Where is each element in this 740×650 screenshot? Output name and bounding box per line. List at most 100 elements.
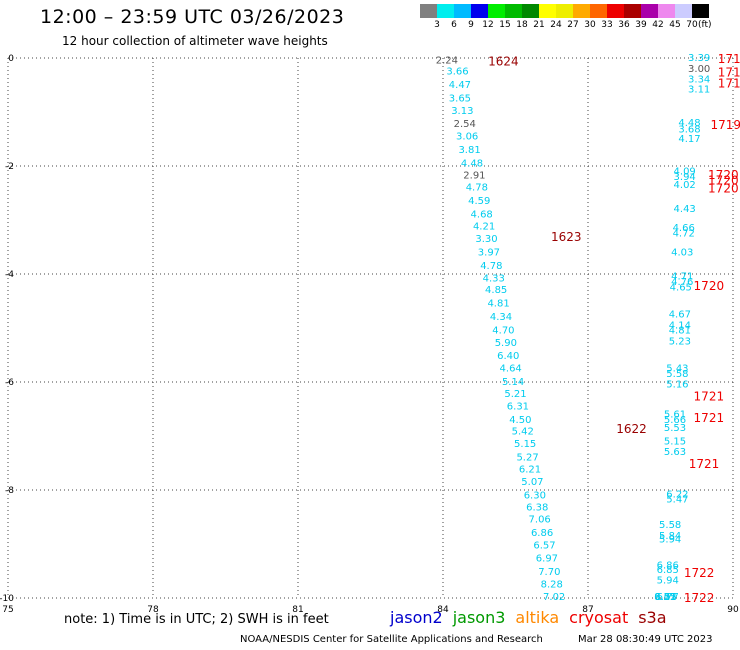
legend-swatch — [675, 4, 692, 18]
wave-height-label: 4.48 — [678, 118, 700, 129]
wave-height-label: 5.16 — [666, 380, 688, 391]
legend-tick-label: 24 — [550, 20, 562, 30]
mission-jason2: jason2 — [390, 608, 443, 627]
footer-note: note: 1) Time is in UTC; 2) SWH is in fe… — [64, 612, 329, 627]
wave-height-label: 3.00 — [688, 64, 710, 75]
mission-altika: altika — [515, 608, 560, 627]
wave-height-label: 6.31 — [507, 401, 529, 412]
x-tick-label: 87 — [582, 605, 593, 615]
legend-swatch — [488, 4, 505, 18]
mission-legend: jason2 jason3 altika cryosat s3a — [390, 608, 677, 627]
wave-height-label: 4.47 — [449, 80, 471, 91]
legend-tick-label: 45 — [669, 20, 681, 30]
pass-time-label: 1719 — [710, 118, 740, 132]
y-tick-label: -10 — [0, 594, 14, 604]
legend-swatch — [522, 4, 539, 18]
wave-height-label: 5.94 — [657, 576, 679, 587]
wave-height-label: 2.91 — [463, 171, 485, 182]
wave-height-label: 5.15 — [664, 436, 686, 447]
wave-height-label: 5.84 — [659, 531, 681, 542]
x-tick-label: 81 — [292, 605, 303, 615]
wave-height-label: 5.07 — [521, 477, 543, 488]
wave-height-label: 3.66 — [446, 67, 468, 78]
pass-time-label: 1720 — [708, 168, 739, 182]
legend-swatch — [573, 4, 590, 18]
y-tick-label: -8 — [5, 486, 14, 496]
wave-height-label: 3.30 — [475, 234, 497, 245]
wave-height-label: 3.97 — [478, 247, 500, 258]
wave-height-label: 3.39 — [688, 53, 710, 64]
wave-height-label: 6.13 — [654, 592, 676, 603]
legend-tick-label: 6 — [451, 20, 457, 30]
wave-height-label: 4.09 — [674, 166, 696, 177]
wave-height-label: 6.86 — [531, 528, 553, 539]
wave-height-label: 8.01 — [654, 592, 676, 603]
wave-height-label: 4.78 — [466, 183, 488, 194]
pass-time-label: 1720 — [708, 174, 739, 188]
legend-tick-label: 70 — [686, 20, 698, 30]
wave-height-label: 4.33 — [483, 273, 505, 284]
pass-time-label: 1719 — [718, 66, 740, 80]
wave-height-label: 4.59 — [468, 196, 490, 207]
wave-height-label: 5.27 — [516, 453, 538, 464]
wave-height-label: 4.65 — [670, 283, 692, 294]
wave-height-label: 3.34 — [688, 75, 710, 86]
y-tick-label: -2 — [5, 162, 14, 172]
wave-height-label: 5.94 — [659, 535, 681, 546]
pass-time-label: 1623 — [551, 230, 582, 244]
legend-swatch — [471, 4, 488, 18]
wave-height-label: 3.11 — [688, 84, 710, 95]
wave-height-label: 4.71 — [671, 272, 693, 283]
credit-text: NOAA/NESDIS Center for Satellite Applica… — [240, 634, 543, 645]
legend-swatch — [437, 4, 454, 18]
legend-swatch — [692, 4, 709, 18]
wave-height-label: 5.14 — [502, 377, 524, 388]
y-tick-label: -4 — [5, 270, 14, 280]
wave-height-label: 4.66 — [673, 223, 695, 234]
mission-cryosat: cryosat — [569, 608, 629, 627]
wave-height-label: 4.67 — [669, 310, 691, 321]
wave-height-label: 3.13 — [451, 106, 473, 117]
pass-time-label: 1721 — [694, 390, 725, 404]
wave-height-label: 4.81 — [669, 326, 691, 337]
wave-height-label: 6.21 — [519, 464, 541, 475]
wave-height-label: 3.65 — [449, 94, 471, 105]
legend-unit: (ft) — [698, 20, 712, 30]
pass-time-label: 1719 — [718, 76, 740, 90]
mission-s3a: s3a — [638, 608, 667, 627]
legend-tick-label: 3 — [434, 20, 440, 30]
wave-height-label: 3.68 — [678, 124, 700, 135]
wave-height-label: 4.43 — [674, 204, 696, 215]
wave-height-label: 5.63 — [664, 447, 686, 458]
legend-swatch — [590, 4, 607, 18]
wave-height-label: 5.90 — [495, 338, 517, 349]
wave-height-label: 4.72 — [673, 229, 695, 240]
wave-height-label: 6.22 — [666, 489, 688, 500]
wave-height-label: 4.14 — [669, 320, 691, 331]
legend-swatch — [454, 4, 471, 18]
wave-height-label: 3.81 — [458, 145, 480, 156]
credit-timestamp: Mar 28 08:30:49 UTC 2023 — [578, 634, 713, 645]
wave-height-label: 4.85 — [485, 285, 507, 296]
wave-height-label: 4.34 — [490, 312, 512, 323]
wave-height-label: 6.38 — [526, 502, 548, 513]
legend-swatches — [420, 4, 709, 18]
x-tick-label: 78 — [147, 605, 159, 615]
legend-swatch — [658, 4, 675, 18]
wave-height-label: 5.58 — [659, 520, 681, 531]
wave-height-label: 2.54 — [454, 119, 476, 130]
wave-height-label: 6.77 — [657, 592, 679, 603]
wave-height-label: 5.21 — [504, 389, 526, 400]
pass-time-label: 1721 — [694, 411, 725, 425]
wave-height-label: 5.53 — [664, 423, 686, 434]
wave-height-label: 7.70 — [538, 567, 560, 578]
wave-height-label: 4.48 — [461, 158, 483, 169]
wave-height-label: 4.03 — [671, 247, 693, 258]
mission-jason3: jason3 — [452, 608, 506, 627]
legend-tick-label: 18 — [516, 20, 528, 30]
wave-height-label: 6.30 — [524, 490, 546, 501]
legend-swatch — [607, 4, 624, 18]
wave-height-label: 4.81 — [487, 299, 509, 310]
legend-tick-label: 12 — [482, 20, 494, 30]
wave-height-label: 4.78 — [480, 261, 502, 272]
